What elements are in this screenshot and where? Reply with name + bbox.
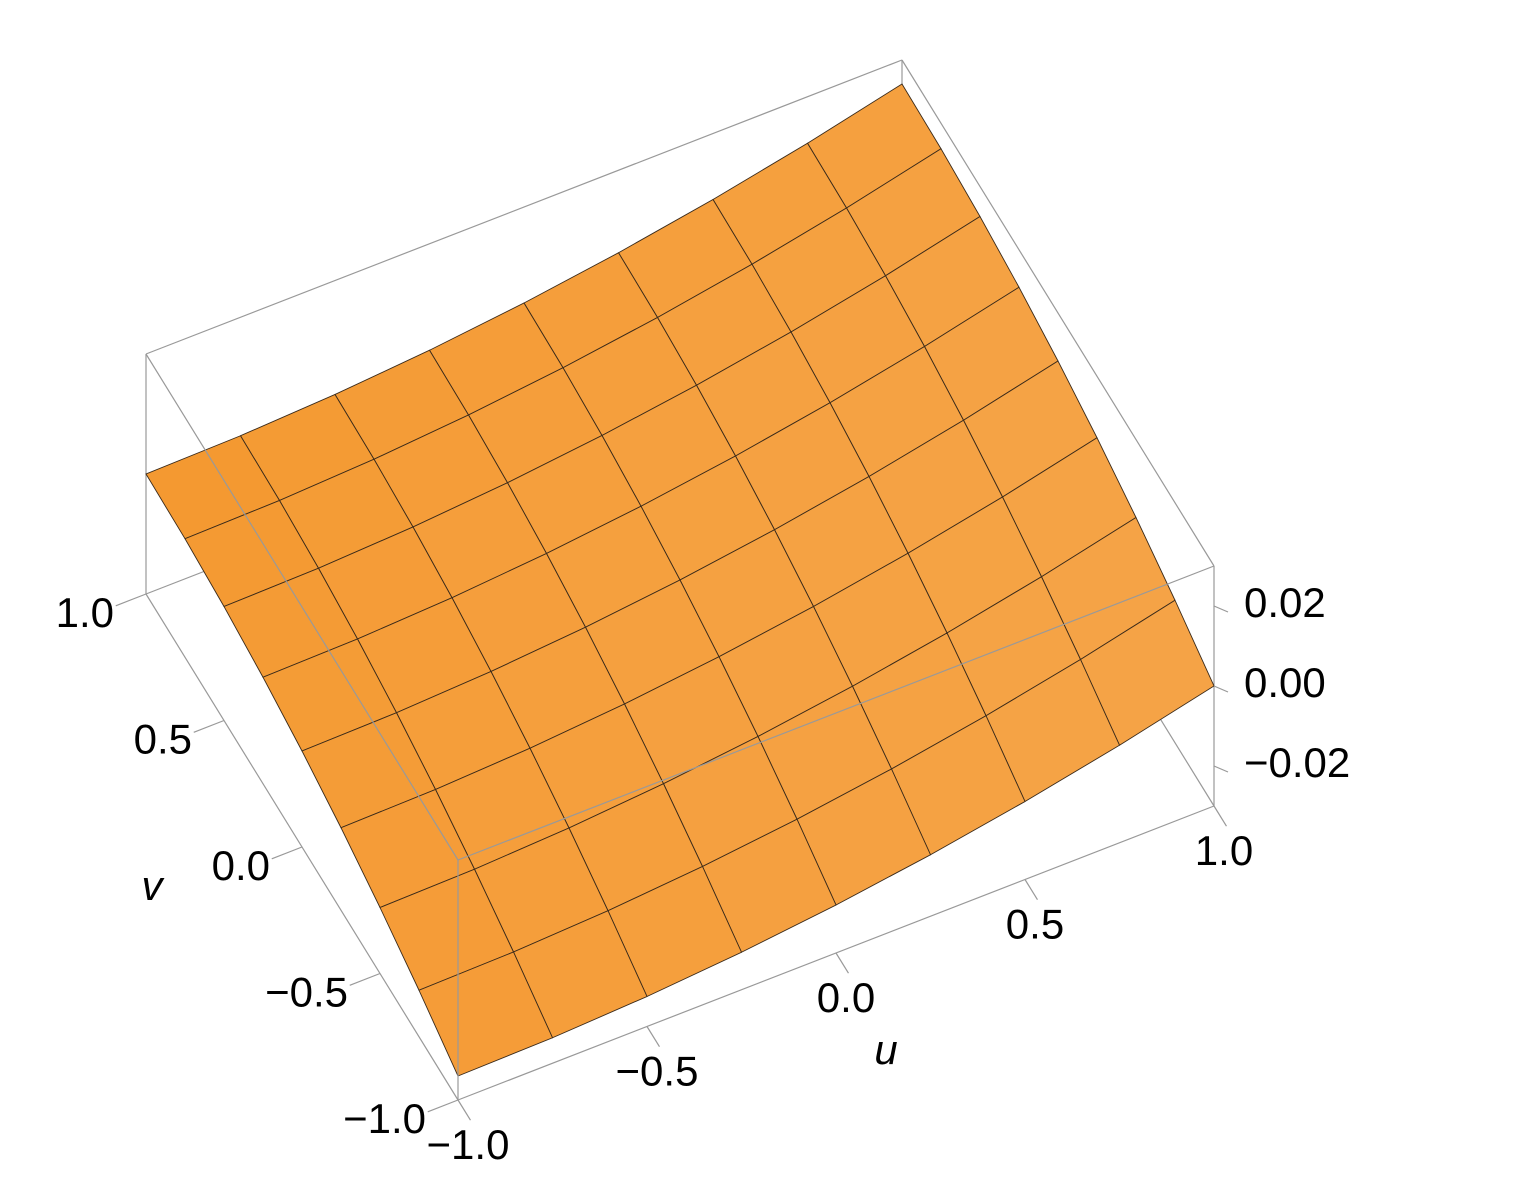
y-tick — [271, 846, 303, 860]
z-tick-label: 0.02 — [1244, 579, 1326, 626]
box-edge — [145, 59, 903, 355]
x-tick — [646, 1026, 660, 1048]
x-tick — [835, 952, 849, 974]
x-tick-label: −0.5 — [616, 1048, 699, 1095]
y-tick-label: 0.0 — [212, 842, 270, 889]
x-tick — [1213, 805, 1227, 827]
x-tick — [1024, 879, 1038, 901]
y-tick — [427, 1099, 459, 1113]
x-tick-label: 0.0 — [817, 974, 875, 1021]
z-tick-label: −0.02 — [1244, 739, 1350, 786]
x-axis-title: u — [874, 1026, 897, 1073]
labels: −1.0 −0.5 0.0 0.5 1.0 −1.0 −0.5 0.0 0.5 1.0 −0.02 0… — [56, 579, 1351, 1168]
x-tick — [457, 1099, 471, 1121]
x-tick-label: −1.0 — [427, 1121, 510, 1168]
x-tick-label: 1.0 — [1195, 827, 1253, 874]
y-tick-label: 1.0 — [56, 589, 114, 636]
z-tick — [1213, 765, 1229, 773]
y-tick — [349, 972, 381, 986]
y-tick-label: 0.5 — [134, 716, 192, 763]
y-tick-label: −1.0 — [343, 1095, 426, 1142]
box-edge — [457, 565, 1215, 861]
box-edge — [145, 353, 459, 861]
y-axis-title: v — [142, 862, 166, 909]
y-tick — [115, 593, 147, 607]
surface-patch — [418, 951, 554, 1077]
x-tick-label: 0.5 — [1006, 901, 1064, 948]
z-tick — [1213, 605, 1229, 613]
box-front — [115, 353, 1229, 1121]
surface — [145, 83, 1215, 1077]
y-tick — [193, 719, 225, 733]
z-tick — [1213, 685, 1229, 693]
z-tick-label: 0.00 — [1244, 659, 1326, 706]
box-edge — [901, 59, 1215, 567]
y-tick-label: −0.5 — [265, 969, 348, 1016]
